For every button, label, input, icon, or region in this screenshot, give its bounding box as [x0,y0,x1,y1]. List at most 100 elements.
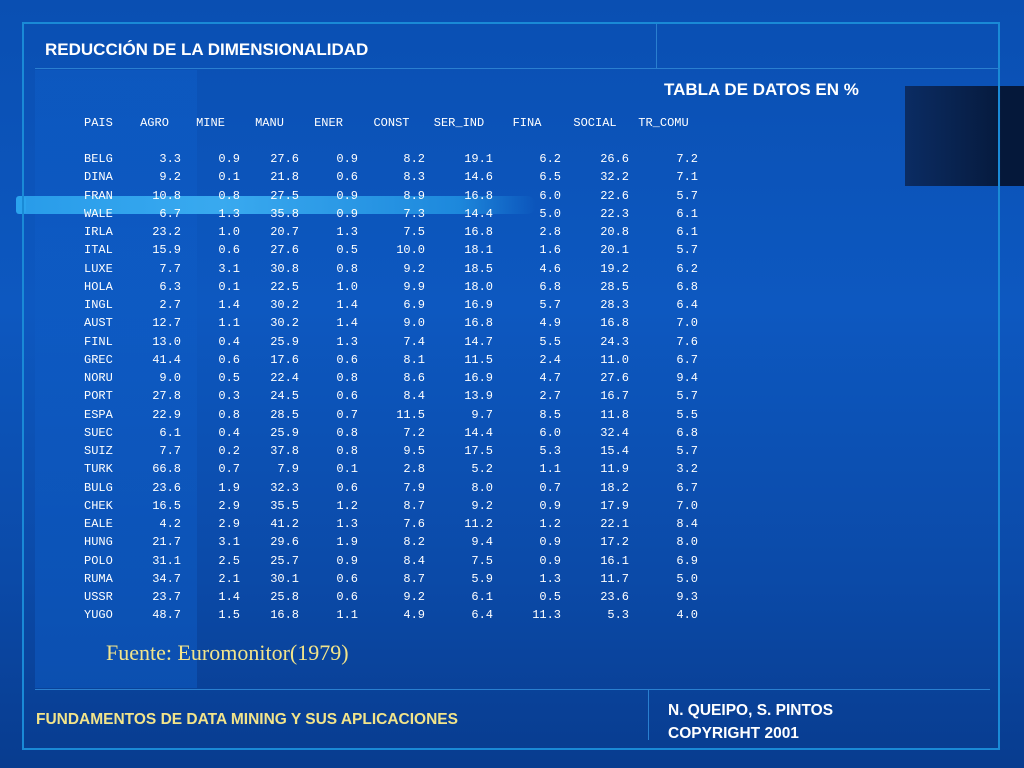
table-cell: 1.2 [336,498,358,513]
table-cell: 9.9 [403,279,425,294]
table-cell: 1.3 [336,225,358,239]
table-cell: 6.1 [159,425,181,440]
table-cell: 2.7 [159,298,181,312]
table-row: ITAL 15.9 0.6 27.6 0.5 10.0 18.1 1.6 20.1 5.7 [80,241,698,259]
table-cell: 14.7 [464,334,493,349]
table-cell: 0.6 [336,571,358,586]
table-cell: 1.1 [218,316,240,331]
table-cell: 9.2 [403,261,425,276]
table-cell: 66.8 [152,462,181,477]
table-cell: 5.2 [471,462,493,477]
table-row: FINL 13.0 0.4 25.9 1.3 7.4 14.7 5.5 24.3 7.6 [80,333,698,351]
table-cell: 7.2 [676,152,698,166]
table-cell: 16.8 [270,608,299,623]
table-cell: 1.9 [336,535,358,550]
table-cell: 23.2 [152,225,181,239]
table-cell: 41.2 [270,517,299,531]
data-table-body: PAIS AGRO MINE MANU ENER CONST SER_IND FINA SOCI… [80,114,698,625]
table-cell: 0.5 [336,243,358,258]
table-cell: 5.0 [676,571,698,586]
table-cell: 9.5 [403,444,425,458]
column-header: FINA [512,116,542,130]
table-cell: 0.6 [336,170,358,185]
table-cell: 6.2 [539,152,561,166]
table-cell: 8.2 [403,535,425,550]
table-cell: 11.0 [600,352,629,367]
table-cell: 1.1 [336,608,358,623]
table-cell: 6.1 [676,225,698,239]
source-citation: Fuente: Euromonitor(1979) [106,640,349,665]
table-cell: 5.5 [676,407,698,422]
table-cell: 6.0 [539,425,561,440]
table-cell: 8.9 [403,188,425,203]
table-row: TURK 66.8 0.7 7.9 0.1 2.8 5.2 1.1 11.9 3.2 [80,460,698,478]
table-cell: 11.9 [600,462,629,477]
table-cell: 16.5 [152,498,181,513]
table-cell: 9.4 [676,371,698,385]
table-cell: 0.2 [218,444,240,458]
table-cell: 26.6 [600,152,629,166]
dark-decor-block-edge [1001,86,1024,186]
table-cell: 6.7 [676,480,698,495]
table-cell: 7.6 [676,334,698,349]
table-cell: ESPA [84,407,113,422]
table-cell: 0.5 [218,371,240,385]
table-cell: 27.6 [600,371,629,385]
table-cell: 0.8 [336,261,358,276]
footer-divider [35,689,990,690]
table-cell: POLO [84,553,113,568]
table-cell: 6.8 [676,279,698,294]
table-cell: 41.4 [152,352,181,367]
table-cell: 0.9 [336,206,358,221]
table-cell: 5.7 [676,188,698,203]
table-cell: 1.3 [336,334,358,349]
table-cell: 0.4 [218,334,240,349]
table-cell: 22.4 [270,371,299,385]
table-cell: 16.8 [464,188,493,203]
table-cell: 0.6 [336,480,358,495]
column-header: SER_IND [433,116,485,130]
table-cell: DINA [84,170,113,185]
table-cell: 0.9 [539,498,561,513]
table-cell: 9.7 [471,407,493,422]
table-row: BELG 3.3 0.9 27.6 0.9 8.2 19.1 6.2 26.6 7.2 [80,150,698,168]
table-cell: 6.1 [676,206,698,221]
table-cell: 4.9 [539,316,561,331]
header-vertical-divider [656,24,657,68]
table-cell: 22.6 [600,188,629,203]
table-cell: 5.3 [607,608,629,623]
left-shade-panel [35,70,197,688]
table-cell: 1.3 [218,206,240,221]
table-cell: 2.8 [539,225,561,239]
table-cell: 5.7 [539,298,561,312]
accent-bar-cap [16,196,26,214]
table-cell: 18.2 [600,480,629,495]
table-cell: 11.5 [464,352,493,367]
table-cell: YUGO [84,608,113,623]
table-cell: 37.8 [270,444,299,458]
table-cell: 3.2 [676,462,698,477]
table-cell: LUXE [84,261,113,276]
table-cell: 7.6 [403,517,425,531]
table-row: WALE 6.7 1.3 35.8 0.9 7.3 14.4 5.0 22.3 6.1 [80,205,698,223]
table-cell: 0.9 [336,152,358,166]
table-cell: 25.7 [270,553,299,568]
footer-authors-names: N. QUEIPO, S. PINTOS [668,702,834,719]
table-cell: 28.5 [270,407,299,422]
table-cell: INGL [84,298,113,312]
table-cell: 28.3 [600,298,629,312]
table-cell: 6.7 [676,352,698,367]
table-cell: 6.4 [471,608,493,623]
table-cell: 32.4 [600,425,629,440]
table-cell: 1.4 [336,316,358,331]
table-cell: 11.5 [396,407,425,422]
table-cell: 6.4 [676,298,698,312]
table-cell: 30.2 [270,298,299,312]
table-row: PORT 27.8 0.3 24.5 0.6 8.4 13.9 2.7 16.7 5.7 [80,387,698,405]
table-cell: FINL [84,334,113,349]
table-cell: 23.6 [152,480,181,495]
table-cell: 7.2 [403,425,425,440]
table-cell: 6.8 [539,279,561,294]
table-cell: 22.3 [600,206,629,221]
table-cell: 25.8 [270,590,299,604]
